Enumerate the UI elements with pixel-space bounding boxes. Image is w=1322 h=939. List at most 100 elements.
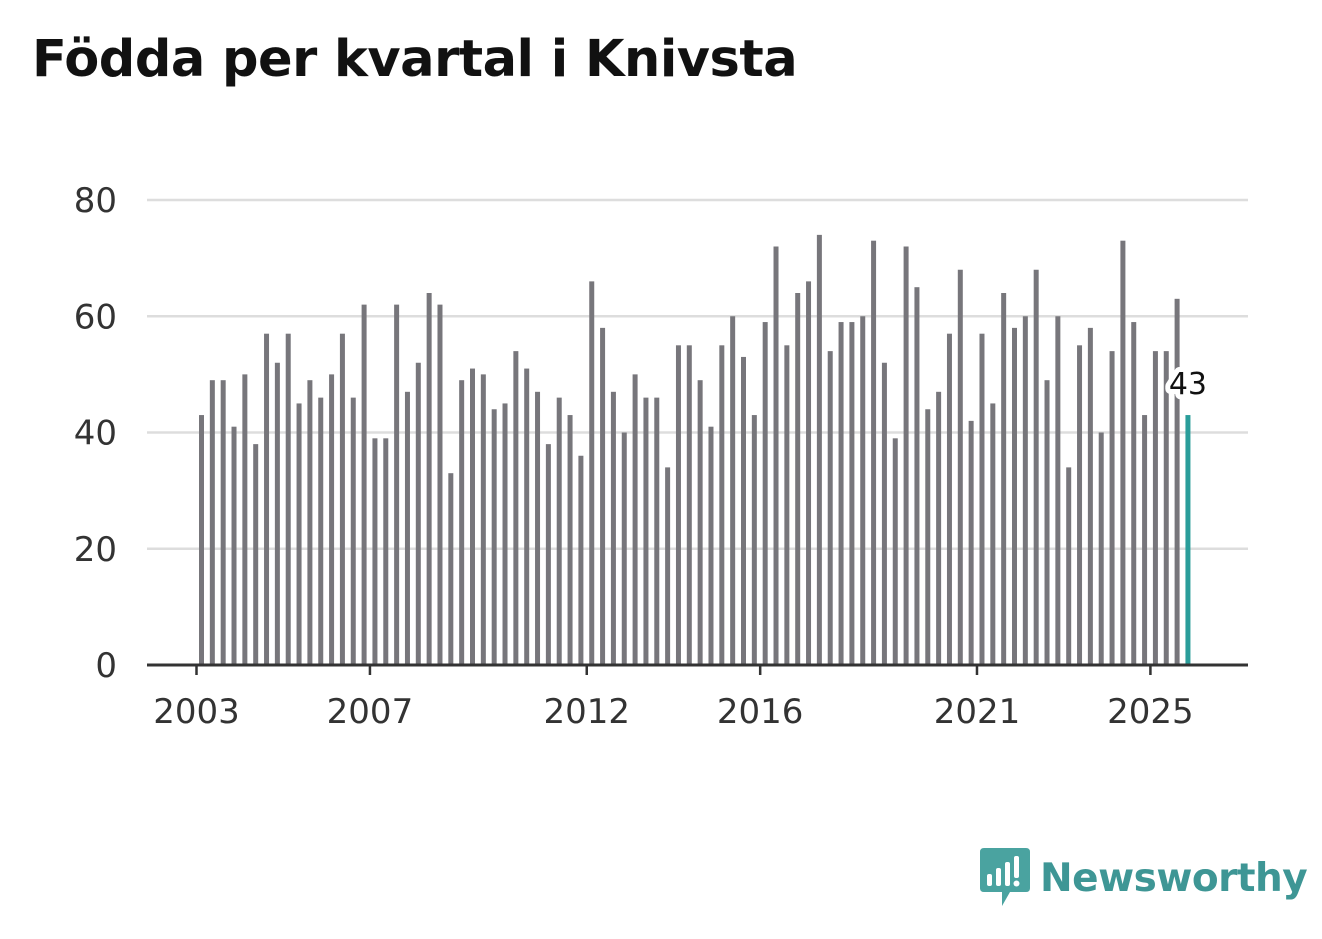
bar <box>285 333 291 665</box>
bar <box>730 316 736 665</box>
bar <box>892 438 898 665</box>
bar <box>1066 467 1072 665</box>
bar <box>936 391 942 665</box>
bar <box>816 234 822 665</box>
bar <box>1152 351 1158 665</box>
bar <box>274 362 280 665</box>
y-tick-label: 80 <box>74 181 117 221</box>
bar <box>1087 327 1093 665</box>
brand-name: Newsworthy <box>1040 855 1308 901</box>
x-tick-label: 2021 <box>934 692 1021 732</box>
bar <box>242 374 248 665</box>
bar <box>881 362 887 665</box>
bar <box>741 356 746 665</box>
bar <box>437 304 443 665</box>
bar <box>1077 345 1083 665</box>
bar <box>253 444 259 665</box>
bar <box>654 397 660 665</box>
bar <box>231 426 237 665</box>
bar <box>1001 293 1007 665</box>
bar <box>350 397 356 665</box>
latest-value-label: 43 <box>1169 367 1207 402</box>
bar <box>361 304 367 665</box>
bar <box>448 473 454 665</box>
bar <box>1142 415 1148 665</box>
x-tick-label: 2003 <box>153 692 240 732</box>
bar <box>773 246 779 665</box>
bar <box>1033 269 1039 665</box>
bar <box>296 403 302 665</box>
newsworthy-icon <box>980 848 1030 906</box>
bar <box>979 333 985 665</box>
x-tick-label: 2007 <box>327 692 414 732</box>
bar <box>968 420 974 665</box>
bar <box>307 380 313 665</box>
bar <box>394 304 400 665</box>
bar <box>990 403 996 665</box>
bar <box>903 246 909 665</box>
bar <box>545 444 551 665</box>
bar <box>220 380 226 665</box>
bar <box>914 287 920 665</box>
y-tick-label: 0 <box>95 646 117 686</box>
bar <box>697 380 703 665</box>
bar-latest <box>1185 415 1191 665</box>
bar <box>491 409 497 665</box>
bar <box>871 240 877 665</box>
bar <box>751 415 757 665</box>
bar <box>621 432 627 665</box>
bar <box>199 415 204 665</box>
bar <box>957 269 963 665</box>
bar <box>643 397 649 665</box>
bar <box>708 426 714 665</box>
bar <box>827 351 833 665</box>
bar <box>426 293 432 665</box>
bar <box>1163 351 1169 665</box>
bar <box>513 351 519 665</box>
bar <box>1098 432 1104 665</box>
bar <box>925 409 931 665</box>
bar <box>502 403 508 665</box>
bar <box>1012 327 1017 665</box>
bar <box>838 322 844 665</box>
bar <box>415 362 421 665</box>
newsworthy-logo: Newsworthy <box>980 848 1308 908</box>
bar <box>339 333 345 665</box>
bar <box>589 281 595 665</box>
bar <box>372 438 378 665</box>
bar <box>1022 316 1028 665</box>
bar <box>480 374 486 665</box>
bar <box>1120 240 1126 665</box>
bar <box>264 333 270 665</box>
chart-title: Födda per kvartal i Knivsta <box>32 30 798 89</box>
bar <box>535 391 541 665</box>
bar <box>600 327 606 665</box>
x-tick-label: 2012 <box>543 692 630 732</box>
bar <box>524 368 530 665</box>
bar <box>1109 351 1115 665</box>
y-tick-label: 40 <box>74 414 117 454</box>
bar <box>1174 298 1180 665</box>
bar <box>762 322 768 665</box>
bar <box>470 368 475 665</box>
y-tick-label: 60 <box>74 297 117 337</box>
bar <box>209 380 215 665</box>
bar <box>719 345 725 665</box>
x-tick-label: 2025 <box>1107 692 1194 732</box>
bar <box>795 293 801 665</box>
x-axis <box>147 663 1248 675</box>
bar <box>632 374 638 665</box>
bar <box>318 397 324 665</box>
bar <box>784 345 790 665</box>
bar <box>1044 380 1050 665</box>
y-tick-label: 20 <box>74 530 117 570</box>
bar <box>806 281 812 665</box>
bar <box>665 467 671 665</box>
latest-value-halo: 43 <box>1169 367 1207 402</box>
bar <box>459 380 465 665</box>
bar <box>1055 316 1061 665</box>
bar <box>404 391 410 665</box>
bar <box>329 374 335 665</box>
